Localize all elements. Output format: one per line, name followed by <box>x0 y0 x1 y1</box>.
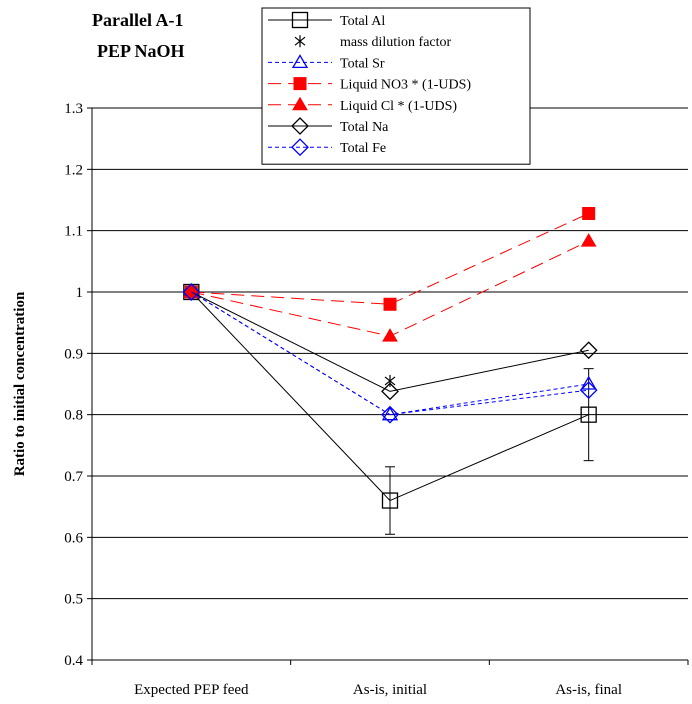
legend-label: Total Sr <box>340 56 385 71</box>
data-point <box>580 406 597 423</box>
legend-marker <box>294 35 306 48</box>
series-total-fe <box>182 283 598 424</box>
legend-label: mass dilution factor <box>340 35 452 50</box>
series-layer <box>182 206 598 535</box>
data-point <box>383 297 397 311</box>
data-point <box>182 283 201 301</box>
x-tick-label: As-is, final <box>555 682 622 698</box>
legend-marker <box>291 54 309 69</box>
legend-item: Total Fe <box>268 138 386 157</box>
legend: Total Al mass dilution factor Total Sr Liqu… <box>261 7 531 165</box>
x-tick-label: As-is, initial <box>353 682 427 698</box>
legend-box <box>261 7 531 165</box>
legend-marker <box>291 117 309 135</box>
series-mass-dilution-factor <box>185 286 396 387</box>
axes-layer: 0.4 0.5 0.6 0.7 0.8 0.9 1 1.1 1.2 1.3 Expected PEP… <box>64 101 689 698</box>
data-point <box>381 492 399 509</box>
y-tick-label: 0.8 <box>64 408 83 424</box>
y-tick-label: 1.2 <box>64 162 83 178</box>
series-line <box>191 213 589 305</box>
legend-label: Total Fe <box>340 141 386 156</box>
legend-marker <box>291 138 309 157</box>
legend-label: Total Na <box>340 120 389 135</box>
legend-marker <box>292 96 308 111</box>
data-point <box>580 375 597 390</box>
legend-marker <box>291 11 309 29</box>
chart-title-line-1: Parallel A-1 <box>92 10 183 30</box>
y-tick-label: 1.1 <box>64 224 83 240</box>
y-tick-label: 0.5 <box>64 592 83 608</box>
asterisk-stroke <box>384 376 396 386</box>
y-tick-label: 0.6 <box>64 530 83 546</box>
data-point <box>580 233 597 247</box>
x-tick-label: Expected PEP feed <box>134 682 249 698</box>
data-point <box>381 406 399 421</box>
data-point <box>382 328 398 342</box>
chart-title-line-2: PEP NaOH <box>97 41 185 61</box>
data-point <box>582 206 596 220</box>
legend-item: Liquid Cl * (1-UDS) <box>268 96 457 114</box>
legend-item: Total Sr <box>268 54 385 71</box>
data-point <box>381 405 399 424</box>
legend-label: Liquid Cl * (1-UDS) <box>340 99 457 114</box>
y-tick-label: 1.3 <box>64 101 83 117</box>
series-liquid-cl-1-uds <box>183 233 597 342</box>
series-line <box>191 291 589 392</box>
legend-item: Total Na <box>268 117 389 135</box>
y-tick-label: 0.7 <box>64 469 83 485</box>
series-liquid-no3-1-uds <box>184 206 596 311</box>
y-tick-label: 1 <box>76 285 84 301</box>
y-axis-label: Ratio to initial concentration <box>12 291 28 476</box>
data-point <box>384 374 396 387</box>
legend-label: Liquid NO3 * (1-UDS) <box>340 78 471 93</box>
legend-item: mass dilution factor <box>294 35 452 50</box>
series-total-al <box>183 283 597 535</box>
legend-item: Total Al <box>268 11 385 29</box>
data-point <box>579 341 598 360</box>
asterisk-stroke <box>294 36 306 46</box>
legend-marker <box>293 77 307 91</box>
data-point <box>381 382 399 401</box>
legend-item: Liquid NO3 * (1-UDS) <box>268 77 471 93</box>
series-line <box>191 291 589 416</box>
y-tick-label: 0.9 <box>64 346 83 362</box>
legend-label: Total Al <box>340 14 385 29</box>
data-point <box>579 381 598 400</box>
y-tick-label: 0.4 <box>64 653 83 669</box>
